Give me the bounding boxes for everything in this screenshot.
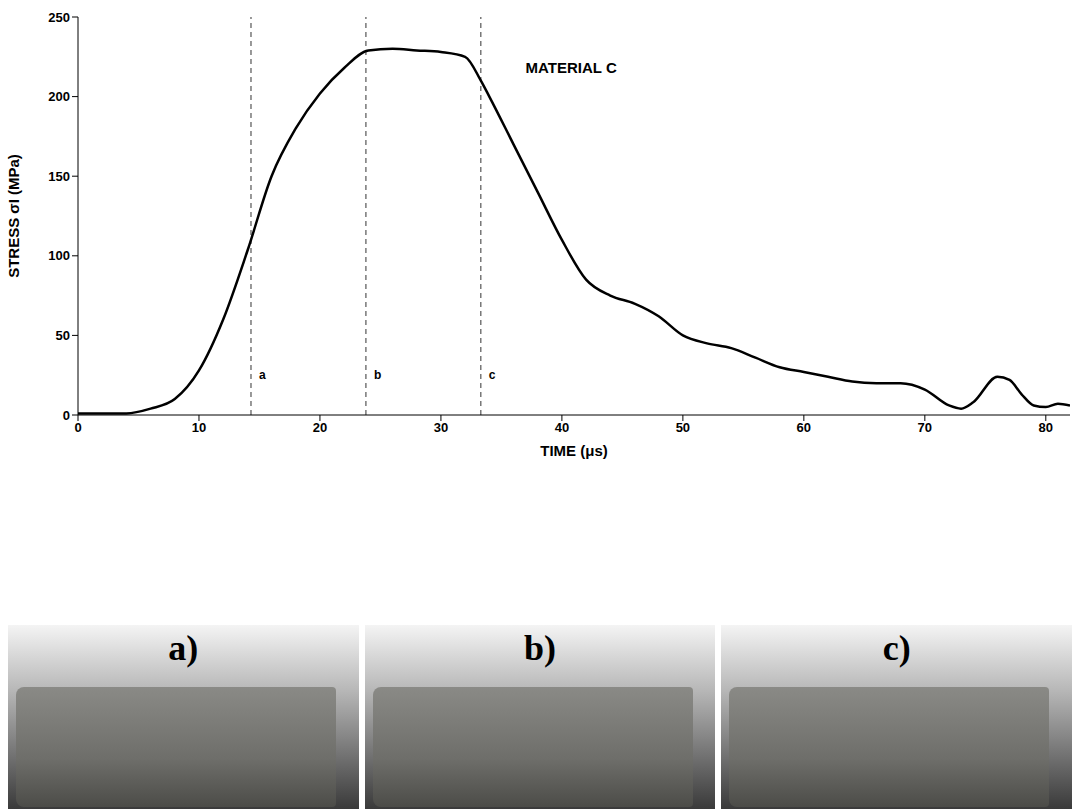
svg-text:250: 250	[48, 10, 70, 25]
svg-text:0: 0	[74, 420, 81, 435]
svg-text:30: 30	[434, 420, 448, 435]
svg-text:50: 50	[676, 420, 690, 435]
svg-text:c: c	[489, 368, 496, 382]
svg-text:60: 60	[797, 420, 811, 435]
svg-text:b: b	[374, 368, 381, 382]
html-text:c): c)	[882, 628, 911, 668]
svg-text:200: 200	[48, 89, 70, 104]
svg-text:0: 0	[63, 408, 70, 423]
svg-text:STRESS σI (MPa): STRESS σI (MPa)	[5, 154, 22, 278]
html-text:b): b)	[524, 628, 556, 668]
svg-text:50: 50	[56, 328, 70, 343]
svg-text:100: 100	[48, 248, 70, 263]
html-text:a): a)	[168, 628, 199, 668]
svg-text:150: 150	[48, 169, 70, 184]
svg-text:10: 10	[192, 420, 206, 435]
svg-text:a: a	[259, 368, 266, 382]
svg-text:20: 20	[313, 420, 327, 435]
svg-text:80: 80	[1039, 420, 1053, 435]
svg-text:70: 70	[918, 420, 932, 435]
svg-text:TIME (μs): TIME (μs)	[540, 442, 608, 459]
svg-text:MATERIAL C: MATERIAL C	[526, 59, 617, 76]
svg-text:40: 40	[555, 420, 569, 435]
